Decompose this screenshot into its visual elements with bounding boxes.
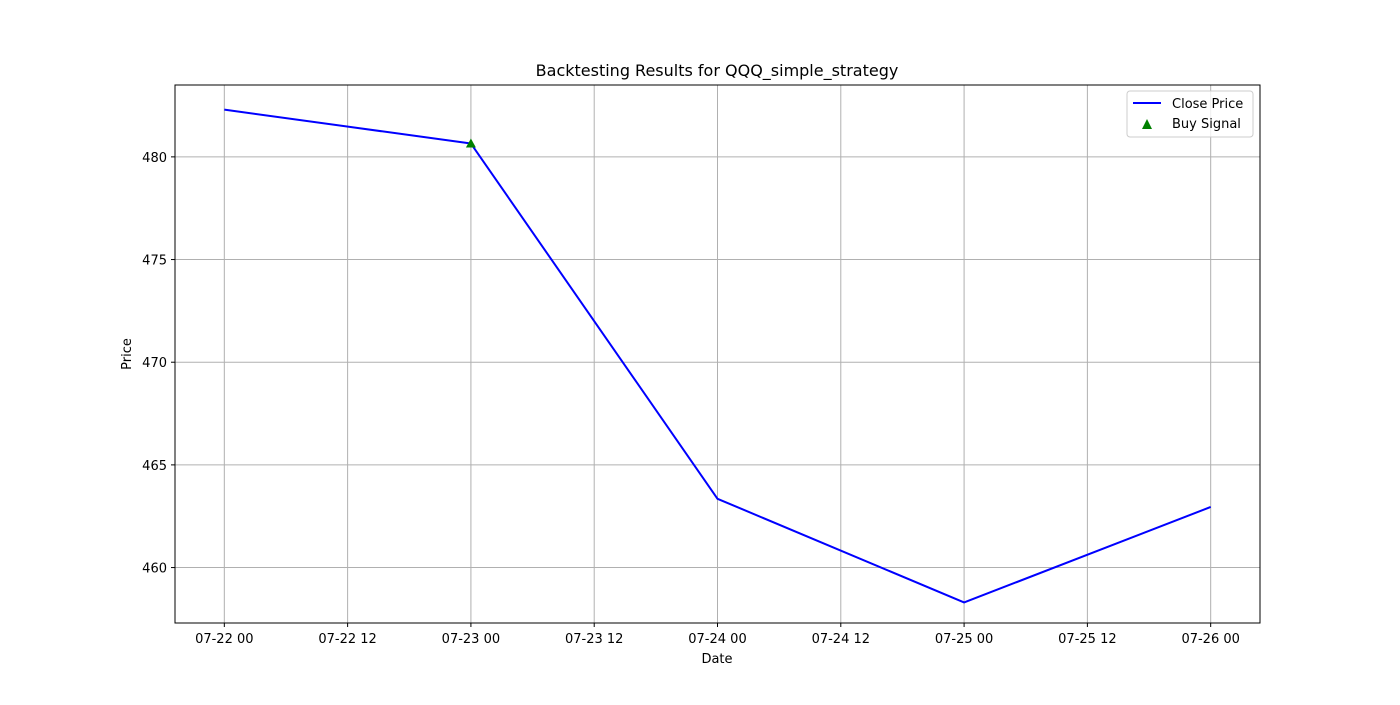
x-tick-label: 07-23 12 (565, 632, 623, 647)
x-tick-label: 07-24 12 (812, 632, 870, 647)
x-tick-label: 07-25 00 (935, 632, 993, 647)
legend-buy-signal-label: Buy Signal (1172, 117, 1241, 132)
y-tick-label: 480 (142, 151, 167, 166)
x-tick-label: 07-25 12 (1058, 632, 1116, 647)
y-axis-label: Price (120, 338, 135, 370)
chart-title: Backtesting Results for QQQ_simple_strat… (536, 61, 899, 81)
x-tick-label: 07-22 12 (318, 632, 376, 647)
x-tick-label: 07-23 00 (442, 632, 500, 647)
legend: Close Price Buy Signal (1127, 91, 1253, 137)
x-tick-label: 07-26 00 (1181, 632, 1239, 647)
y-tick-label: 470 (142, 356, 167, 371)
legend-close-price-label: Close Price (1172, 97, 1243, 112)
y-tick-label: 475 (142, 254, 167, 269)
y-tick-label: 460 (142, 562, 167, 577)
x-tick-label: 07-22 00 (195, 632, 253, 647)
x-axis-label: Date (701, 652, 732, 667)
x-tick-label: 07-24 00 (688, 632, 746, 647)
y-tick-label: 465 (142, 459, 167, 474)
